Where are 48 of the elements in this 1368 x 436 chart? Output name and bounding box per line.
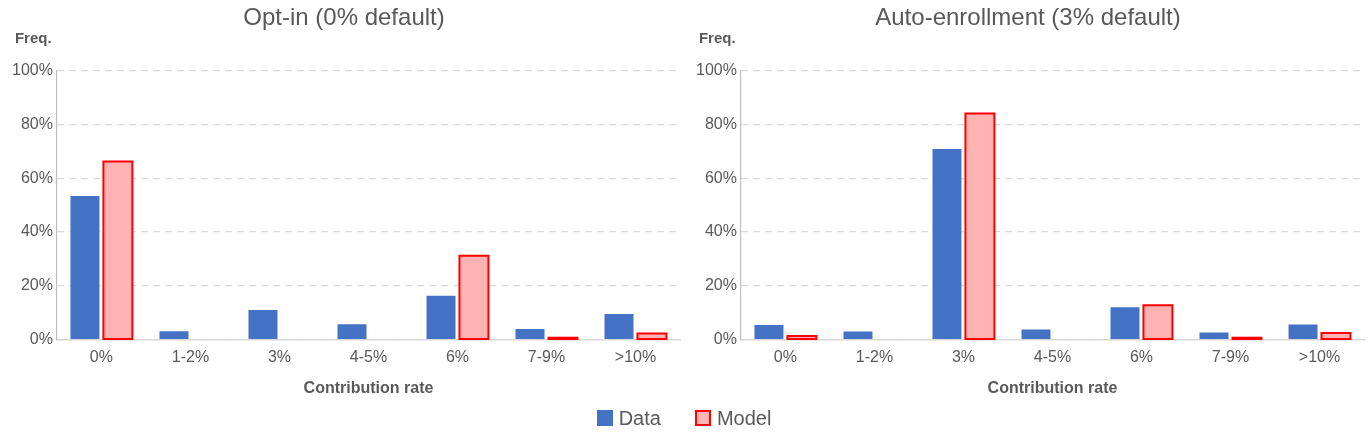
- y-axis-title: Freq.: [14, 28, 52, 46]
- x-tick-label: 1-2%: [171, 347, 210, 365]
- y-tick-label: 100%: [12, 61, 53, 79]
- x-tick-label: 0%: [89, 347, 113, 365]
- bar: [337, 324, 367, 339]
- bar: [1021, 329, 1051, 339]
- x-tick-label: 6%: [1129, 347, 1154, 365]
- x-tick-label: >10%: [614, 347, 657, 365]
- y-tick-label: 40%: [704, 222, 737, 240]
- x-tick-label: 7-9%: [527, 347, 566, 365]
- bar: [515, 329, 545, 339]
- y-tick-label: 0%: [29, 330, 53, 348]
- y-tick-label: 100%: [696, 61, 737, 79]
- x-axis-title: Contribution rate: [303, 378, 434, 396]
- y-axis-title: Freq.: [698, 28, 736, 46]
- x-tick-label: 4-5%: [349, 347, 388, 365]
- y-tick-label: 60%: [20, 168, 53, 186]
- y-tick-label: 80%: [20, 114, 53, 132]
- bar: [843, 331, 873, 339]
- bar: [426, 295, 456, 339]
- x-tick-label: 3%: [951, 347, 976, 365]
- x-tick-label: 6%: [445, 347, 470, 365]
- x-axis-title: Contribution rate: [987, 378, 1118, 396]
- y-tick-label: 60%: [704, 168, 737, 186]
- bar: [932, 149, 962, 339]
- y-tick-label: 20%: [704, 276, 737, 294]
- bar: [1110, 307, 1140, 339]
- x-tick-label: 0%: [773, 347, 797, 365]
- x-tick-label: 1-2%: [855, 347, 894, 365]
- y-tick-label: 0%: [713, 330, 737, 348]
- bar: [1199, 332, 1229, 339]
- bar: [159, 331, 189, 339]
- bar: [754, 325, 784, 339]
- y-tick-label: 20%: [20, 276, 53, 294]
- bar: [1288, 324, 1318, 339]
- x-tick-label: 7-9%: [1211, 347, 1250, 365]
- x-tick-label: 4-5%: [1033, 347, 1072, 365]
- legend-label: Data: [618, 406, 661, 430]
- y-tick-label: 80%: [704, 114, 737, 132]
- chart-title: Auto-enrollment (3% default): [875, 3, 1181, 31]
- chart-title: Opt-in (0% default): [243, 3, 445, 31]
- y-tick-label: 40%: [20, 222, 53, 240]
- x-tick-label: >10%: [1298, 347, 1341, 365]
- x-tick-label: 3%: [267, 347, 292, 365]
- bar: [248, 310, 278, 339]
- bar: [604, 314, 634, 339]
- bar: [70, 196, 100, 339]
- legend-label: Model: [716, 406, 772, 430]
